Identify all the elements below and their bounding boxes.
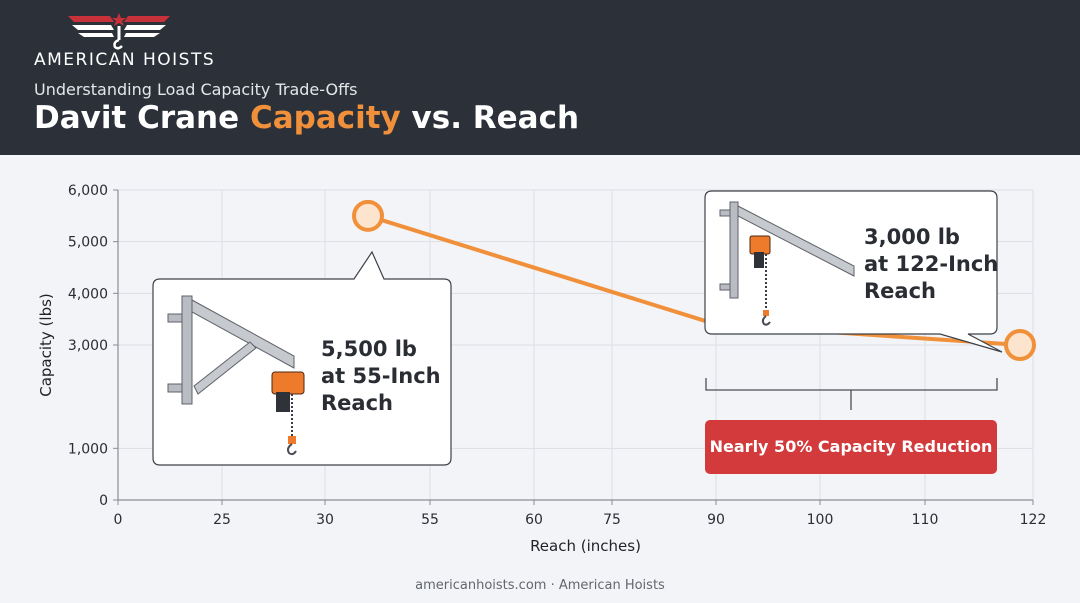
y-tick-label: 3,000 xyxy=(68,338,108,354)
callout-left-line2: at 55-Inch xyxy=(321,364,441,388)
x-axis-label: Reach (inches) xyxy=(530,537,641,555)
x-tick-label: 75 xyxy=(603,512,621,528)
title-prefix: Davit Crane xyxy=(34,100,250,136)
x-tick-label: 110 xyxy=(912,512,939,528)
footer-credit: americanhoists.com · American Hoists xyxy=(415,578,665,593)
callout-left-bubble xyxy=(152,250,452,466)
winged-hook-logo-icon xyxy=(68,13,170,50)
callout-right-line3: Reach xyxy=(864,279,936,303)
y-tick-label: 0 xyxy=(99,493,108,509)
x-tick-label: 25 xyxy=(213,512,231,528)
callout-right-text: 3,000 lb at 122-Inch Reach xyxy=(864,224,998,305)
x-tick-label: 90 xyxy=(707,512,725,528)
x-tick-label: 30 xyxy=(316,512,334,528)
axes: 0 1,000 3,000 4,000 5,000 6,000 0 25 30 55 60 75 90 1… xyxy=(37,183,1046,555)
davit-crane-hoist-icon xyxy=(719,201,855,326)
data-point-marker xyxy=(352,199,384,232)
capacity-reach-chart: 0 1,000 3,000 4,000 5,000 6,000 0 25 30 55 60 75 90 1… xyxy=(37,183,1046,555)
y-tick-label: 5,000 xyxy=(68,235,108,251)
callout-right-line1: 3,000 lb xyxy=(864,225,960,249)
callout-left-line3: Reach xyxy=(321,391,393,415)
y-tick-label: 1,000 xyxy=(68,441,108,457)
y-tick-label: 6,000 xyxy=(68,183,108,199)
page-title: Davit Crane Capacity vs. Reach xyxy=(34,100,579,136)
x-tick-label: 122 xyxy=(1020,512,1047,528)
title-suffix: vs. Reach xyxy=(400,100,580,136)
x-tick-label: 100 xyxy=(807,512,834,528)
davit-crane-hoist-icon xyxy=(167,295,305,456)
page-subtitle: Understanding Load Capacity Trade-Offs xyxy=(34,80,358,99)
x-tick-label: 0 xyxy=(114,512,123,528)
callout-right-line2: at 122-Inch xyxy=(864,252,999,276)
brand-name: AMERICAN HOISTS xyxy=(34,50,216,70)
x-tick-label: 60 xyxy=(525,512,543,528)
y-axis-label: Capacity (lbs) xyxy=(37,293,55,397)
series-markers xyxy=(352,199,1036,361)
data-point-marker xyxy=(1004,329,1036,361)
header-banner: AMERICAN HOISTS Understanding Load Capac… xyxy=(0,0,1080,155)
callout-left-line1: 5,500 lb xyxy=(321,337,417,361)
x-tick-label: 55 xyxy=(421,512,439,528)
y-tick-label: 4,000 xyxy=(68,286,108,302)
title-accent: Capacity xyxy=(249,100,401,136)
callout-left-text: 5,500 lb at 55-Inch Reach xyxy=(321,336,441,417)
range-bracket xyxy=(705,378,998,410)
capacity-reduction-badge: Nearly 50% Capacity Reduction xyxy=(705,420,997,474)
